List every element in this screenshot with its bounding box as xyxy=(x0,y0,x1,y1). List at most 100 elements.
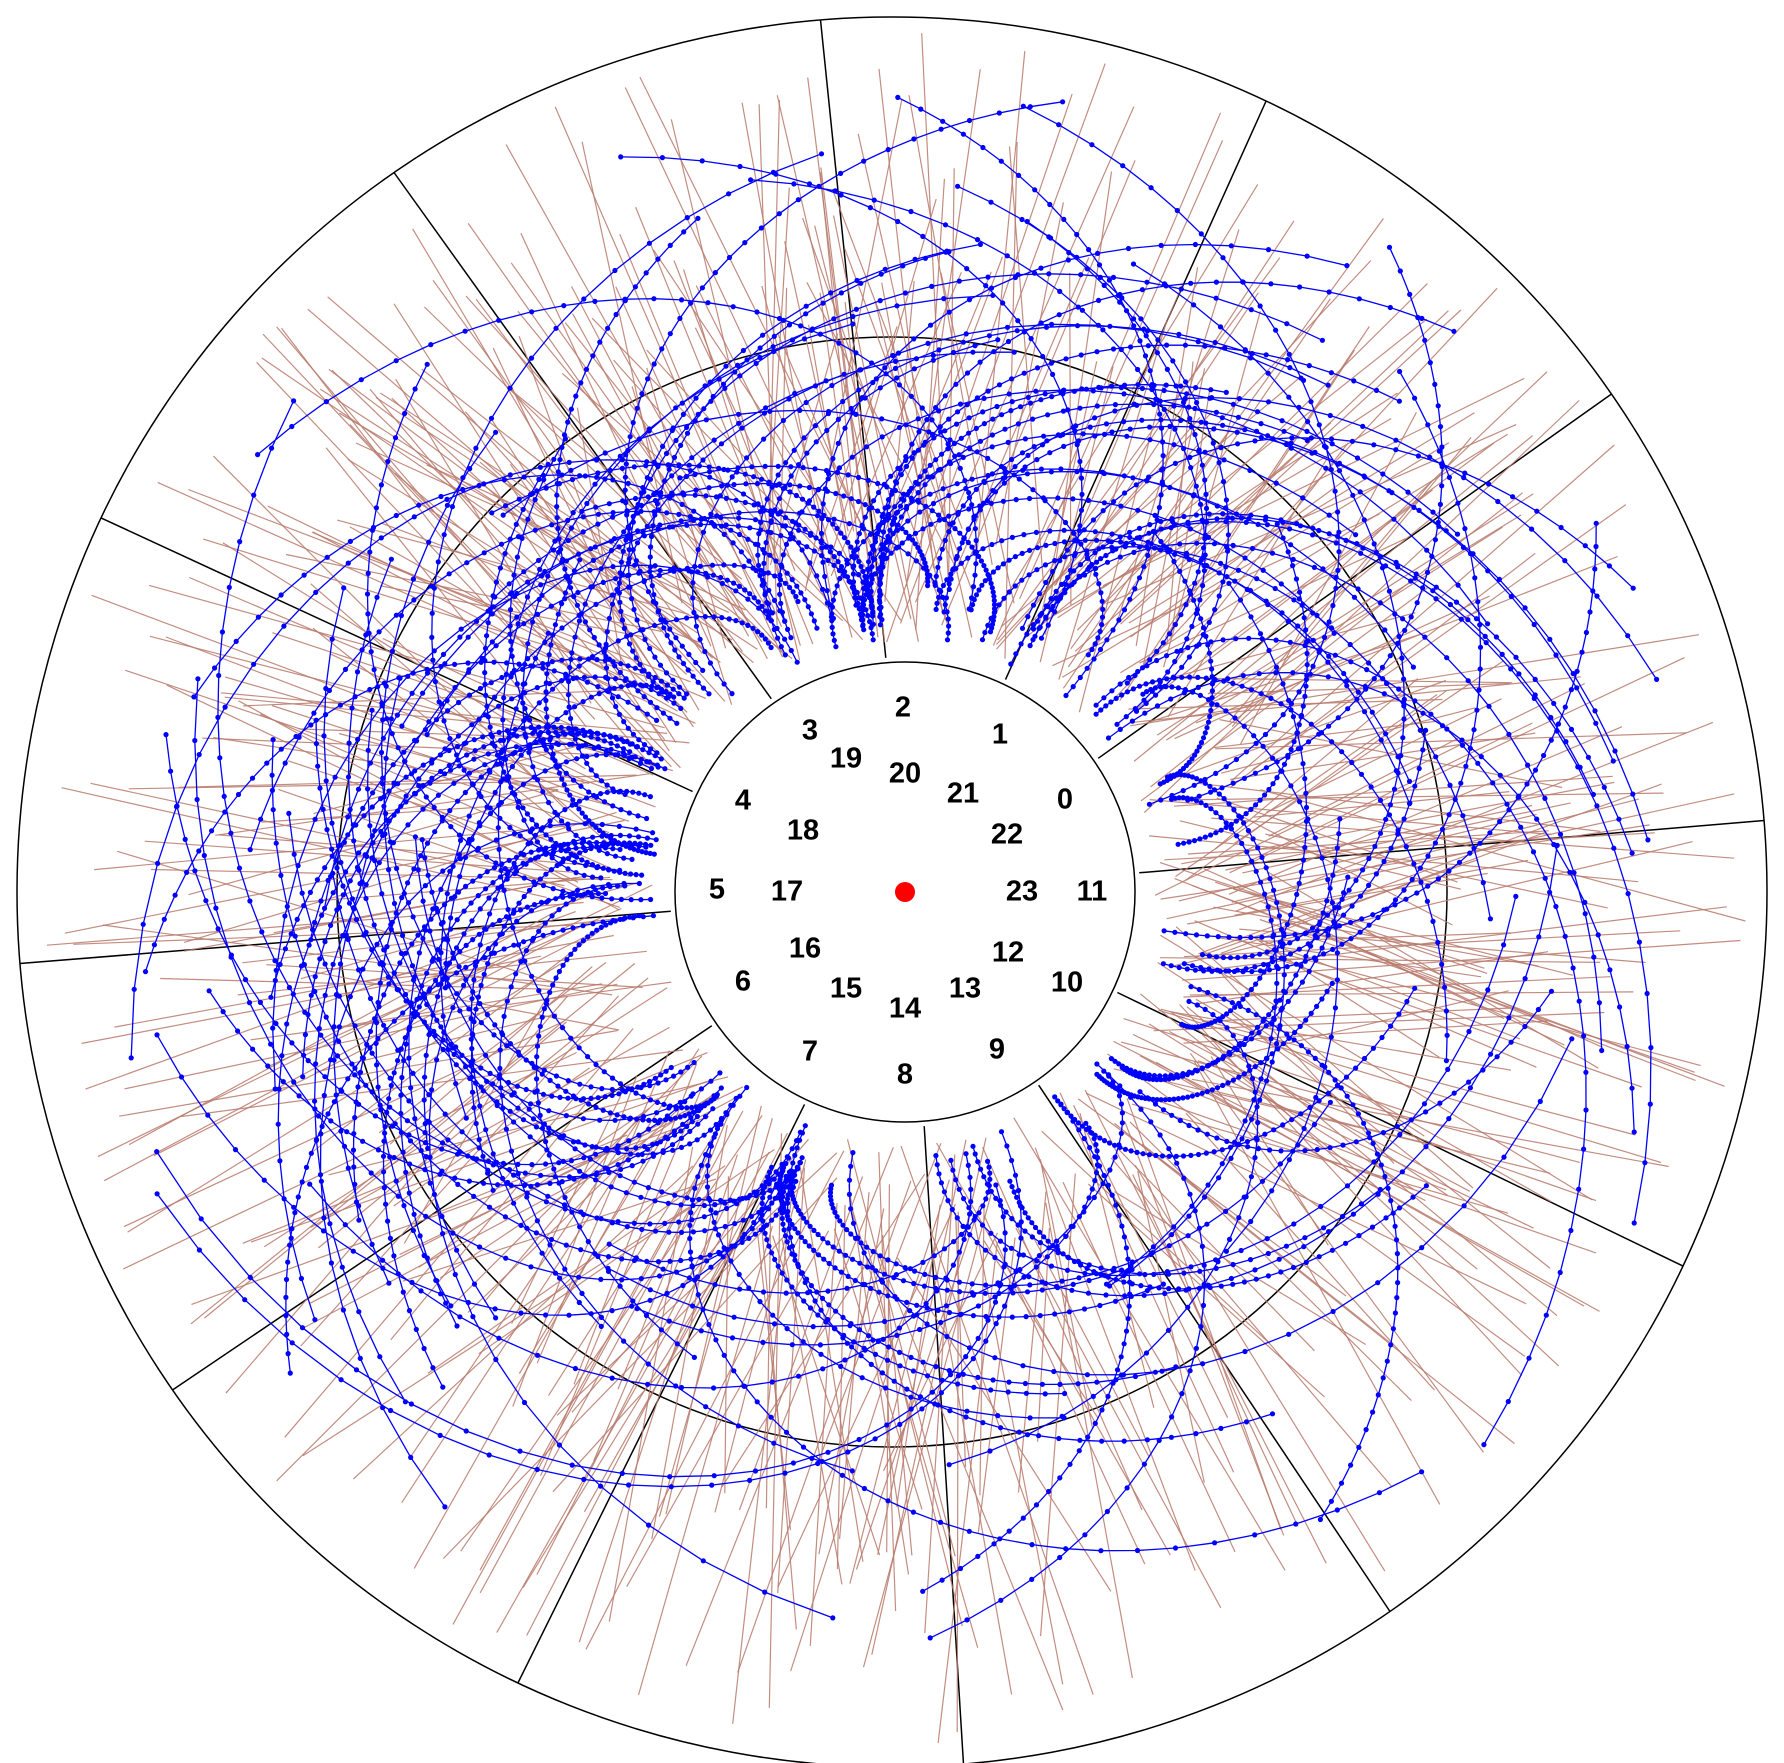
track-point xyxy=(1101,500,1107,506)
track-point xyxy=(1215,934,1221,940)
track-point xyxy=(698,1086,705,1092)
track-point xyxy=(1263,1055,1270,1061)
track-point xyxy=(1146,801,1152,807)
track-point xyxy=(1083,1120,1089,1126)
track-point xyxy=(1420,747,1426,753)
track-point xyxy=(1097,646,1104,653)
track-point xyxy=(1203,802,1209,809)
track-point xyxy=(927,572,933,579)
track-point xyxy=(1130,686,1136,692)
track-point xyxy=(307,1181,313,1187)
track-point xyxy=(909,537,916,543)
track-point xyxy=(958,1231,965,1237)
track-point xyxy=(1195,674,1201,681)
track-point xyxy=(1630,791,1636,797)
track-point xyxy=(993,1321,999,1327)
track-point xyxy=(745,622,751,629)
track-point xyxy=(507,472,513,478)
track-point xyxy=(1257,303,1263,309)
hit-trace xyxy=(401,1048,700,1504)
track-point xyxy=(1146,1096,1152,1102)
track xyxy=(920,1101,1133,1594)
hit-trace xyxy=(982,1146,1143,1511)
track-point xyxy=(1022,1210,1028,1216)
track-point xyxy=(673,1104,679,1110)
track-point xyxy=(842,573,848,579)
track-point xyxy=(1174,1160,1180,1166)
track-point xyxy=(1290,563,1296,569)
track-point xyxy=(985,622,991,628)
track-point xyxy=(1174,207,1180,214)
track-point xyxy=(1193,1345,1199,1351)
track-point xyxy=(955,511,961,517)
track-point xyxy=(790,589,796,595)
track-point xyxy=(1258,1076,1264,1082)
track-point xyxy=(771,1176,777,1182)
track-point xyxy=(934,600,940,606)
track-point xyxy=(1242,1348,1248,1355)
track-point xyxy=(1238,1247,1244,1254)
track-point xyxy=(1075,1381,1081,1387)
track-point xyxy=(1359,916,1365,922)
track-point xyxy=(595,521,601,527)
track-point xyxy=(1018,1219,1024,1225)
track-point xyxy=(484,1078,490,1084)
track-point xyxy=(1553,652,1559,658)
track-point xyxy=(933,606,939,613)
track-point xyxy=(1151,401,1157,408)
track-point xyxy=(966,506,972,512)
track-point xyxy=(659,1189,665,1195)
track-point xyxy=(1358,550,1364,556)
track xyxy=(215,398,716,1180)
track-point xyxy=(722,1200,728,1206)
track-point xyxy=(677,475,683,481)
track-point xyxy=(1122,1293,1128,1299)
track-point xyxy=(212,665,218,671)
track-point xyxy=(856,559,862,565)
track-point xyxy=(978,558,985,564)
track-point xyxy=(724,577,730,583)
track-point xyxy=(481,550,487,556)
track-point xyxy=(758,476,765,482)
track-point xyxy=(940,582,947,589)
track-point xyxy=(1233,756,1239,763)
track-point xyxy=(572,1365,579,1372)
track-point xyxy=(723,522,729,528)
track-point xyxy=(291,851,297,857)
track-point xyxy=(1461,1203,1467,1209)
track-point xyxy=(728,527,734,533)
track-point xyxy=(1373,871,1379,877)
hit-trace xyxy=(1219,719,1563,789)
track-point xyxy=(766,1169,773,1175)
track-point xyxy=(912,1268,918,1274)
track-point xyxy=(338,859,344,866)
track-point xyxy=(814,513,821,519)
track-point xyxy=(1369,709,1375,715)
hit-trace xyxy=(242,1052,708,1244)
track-point xyxy=(1553,903,1559,910)
track-point xyxy=(471,1193,477,1199)
track-point xyxy=(777,572,783,578)
track-point xyxy=(1443,1058,1449,1064)
track-point xyxy=(1395,831,1401,837)
track-point xyxy=(1220,479,1227,485)
track-point xyxy=(1202,730,1208,736)
track-point xyxy=(514,590,520,597)
track-point xyxy=(522,958,528,964)
track-point xyxy=(997,1238,1004,1244)
track-point xyxy=(1183,931,1189,937)
track-point xyxy=(1217,324,1224,330)
track-point xyxy=(508,1182,514,1188)
track-point xyxy=(966,415,972,421)
track-point xyxy=(802,1123,808,1129)
track xyxy=(850,385,1461,608)
track-point xyxy=(1172,426,1178,432)
track-point xyxy=(840,1314,846,1320)
track-point xyxy=(1252,1155,1258,1161)
track-point xyxy=(1329,739,1335,745)
track-point xyxy=(535,611,541,618)
track-point xyxy=(812,466,818,472)
track-point xyxy=(850,1220,857,1226)
track-point xyxy=(829,604,836,610)
track-point xyxy=(1249,1076,1256,1082)
